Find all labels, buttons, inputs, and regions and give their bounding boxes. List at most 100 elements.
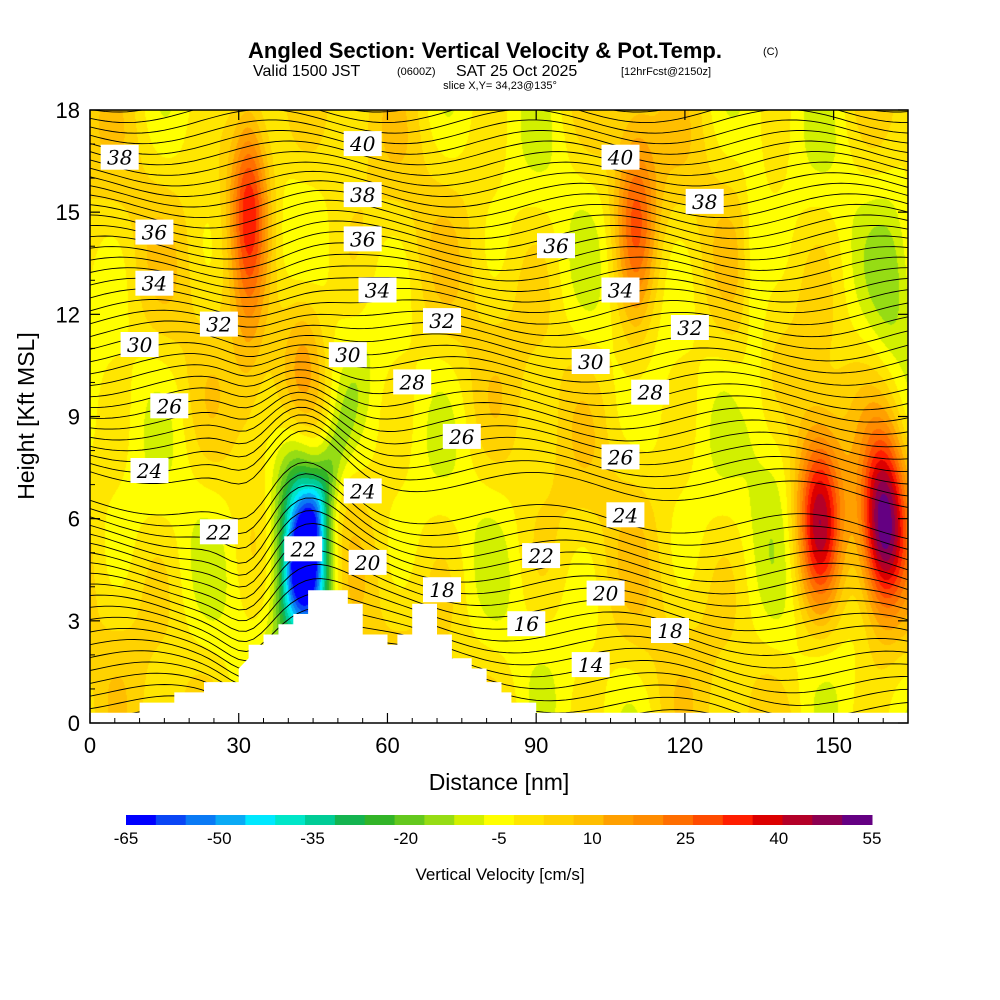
theta-label: 22 bbox=[199, 519, 238, 545]
theta-label-bg bbox=[358, 277, 397, 303]
theta-label-bg bbox=[423, 308, 461, 334]
y-tick-label: 12 bbox=[56, 302, 80, 327]
theta-label-bg bbox=[284, 536, 323, 562]
theta-isoline bbox=[90, 110, 908, 134]
theta-label-text: 20 bbox=[592, 582, 619, 606]
theta-isoline bbox=[90, 376, 908, 423]
theta-label: 20 bbox=[586, 580, 625, 606]
theta-label: 22 bbox=[284, 536, 323, 562]
colorbar-swatch bbox=[364, 815, 396, 825]
theta-isoline bbox=[90, 399, 908, 460]
theta-label: 26 bbox=[601, 444, 640, 470]
theta-isoline bbox=[90, 510, 908, 583]
theta-label: 30 bbox=[120, 332, 159, 357]
x-axis-ticks: 0 30 60 90 120 150 bbox=[84, 110, 884, 758]
theta-label-bg bbox=[343, 182, 382, 208]
theta-isoline bbox=[90, 231, 908, 261]
copyright-mark: (C) bbox=[763, 46, 778, 58]
theta-label: 26 bbox=[442, 423, 481, 449]
theta-label-text: 32 bbox=[206, 313, 231, 337]
theta-label: 36 bbox=[537, 233, 575, 259]
theta-label-text: 28 bbox=[398, 370, 424, 394]
colorbar-swatch bbox=[573, 815, 604, 825]
colorbar-swatch bbox=[215, 815, 246, 825]
subtitle-utc: (0600Z) bbox=[397, 66, 436, 78]
colorbar-swatch bbox=[394, 815, 425, 825]
x-tick-label: 0 bbox=[84, 733, 96, 758]
colorbar-swatch bbox=[484, 815, 515, 825]
theta-label-bg bbox=[100, 144, 139, 170]
theta-label-bg bbox=[393, 369, 432, 395]
colorbar-swatch bbox=[275, 815, 306, 825]
theta-isoline bbox=[90, 564, 908, 632]
theta-label: 18 bbox=[423, 577, 461, 603]
theta-label-bg bbox=[343, 478, 382, 504]
theta-label: 38 bbox=[343, 182, 382, 208]
theta-label-bg bbox=[343, 131, 382, 157]
theta-label: 32 bbox=[670, 315, 709, 340]
theta-label-bg bbox=[601, 444, 640, 470]
theta-isoline bbox=[90, 331, 908, 362]
theta-label-bg bbox=[571, 652, 610, 678]
y-tick-label: 18 bbox=[56, 98, 80, 123]
theta-label: 34 bbox=[358, 277, 397, 303]
theta-isoline bbox=[90, 140, 908, 166]
theta-label-bg bbox=[670, 315, 709, 340]
terrain-mask bbox=[90, 590, 908, 723]
theta-label-bg bbox=[328, 342, 367, 368]
colorbar-tick-labels: -65 -50 -35 -20 -5 10 25 40 55 bbox=[114, 829, 882, 848]
theta-isoline bbox=[90, 497, 908, 571]
theta-label-text: 30 bbox=[578, 350, 604, 374]
colorbar-tick-label: 25 bbox=[676, 829, 695, 848]
theta-label-text: 40 bbox=[607, 146, 634, 170]
theta-label-text: 22 bbox=[527, 544, 553, 568]
colorbar-swatch bbox=[633, 815, 664, 825]
theta-label-text: 26 bbox=[156, 394, 183, 418]
y-tick-label: 9 bbox=[68, 405, 80, 430]
colorbar-tick-label: -5 bbox=[491, 829, 506, 848]
theta-label-bg bbox=[199, 311, 238, 337]
colorbar-swatch bbox=[543, 815, 575, 825]
theta-isoline bbox=[90, 391, 908, 448]
x-tick-label: 120 bbox=[667, 733, 704, 758]
theta-isoline bbox=[90, 119, 908, 145]
theta-label-text: 18 bbox=[429, 578, 454, 602]
theta-label-text: 18 bbox=[657, 619, 682, 643]
x-axis-label: Distance [nm] bbox=[429, 769, 570, 795]
theta-label-text: 26 bbox=[448, 425, 475, 449]
colorbar-swatch bbox=[603, 815, 634, 825]
colorbar-swatch bbox=[782, 815, 813, 825]
theta-isoline bbox=[90, 242, 908, 271]
y-tick-label: 6 bbox=[68, 507, 80, 532]
theta-label: 24 bbox=[130, 458, 169, 483]
theta-label-bg bbox=[571, 349, 610, 374]
theta-label-bg bbox=[601, 277, 640, 303]
theta-label-text: 36 bbox=[142, 221, 168, 245]
theta-label: 18 bbox=[651, 618, 689, 643]
theta-label-text: 16 bbox=[514, 612, 540, 636]
theta-isoline bbox=[90, 265, 908, 292]
theta-isoline bbox=[90, 414, 908, 485]
y-tick-label: 0 bbox=[68, 711, 80, 736]
colorbar-tick-label: -50 bbox=[207, 829, 232, 848]
theta-label: 22 bbox=[522, 543, 561, 569]
theta-label: 34 bbox=[601, 277, 640, 303]
theta-label-text: 38 bbox=[107, 146, 132, 170]
theta-label: 16 bbox=[507, 611, 546, 637]
theta-label: 30 bbox=[328, 342, 367, 368]
theta-label-text: 20 bbox=[354, 551, 381, 575]
theta-label: 26 bbox=[150, 393, 189, 419]
theta-label-bg bbox=[507, 611, 546, 637]
theta-label-bg bbox=[150, 393, 189, 419]
theta-label: 28 bbox=[393, 369, 432, 395]
theta-isoline bbox=[90, 536, 908, 607]
theta-isoline bbox=[90, 199, 908, 229]
theta-label-bg bbox=[586, 580, 625, 606]
theta-label-bg bbox=[522, 543, 561, 569]
theta-isoline bbox=[90, 209, 908, 240]
y-tick-label: 3 bbox=[68, 609, 80, 634]
theta-label-bg bbox=[135, 270, 174, 296]
theta-isoline bbox=[90, 522, 908, 595]
theta-label-text: 22 bbox=[205, 520, 231, 544]
theta-label: 36 bbox=[343, 226, 382, 252]
